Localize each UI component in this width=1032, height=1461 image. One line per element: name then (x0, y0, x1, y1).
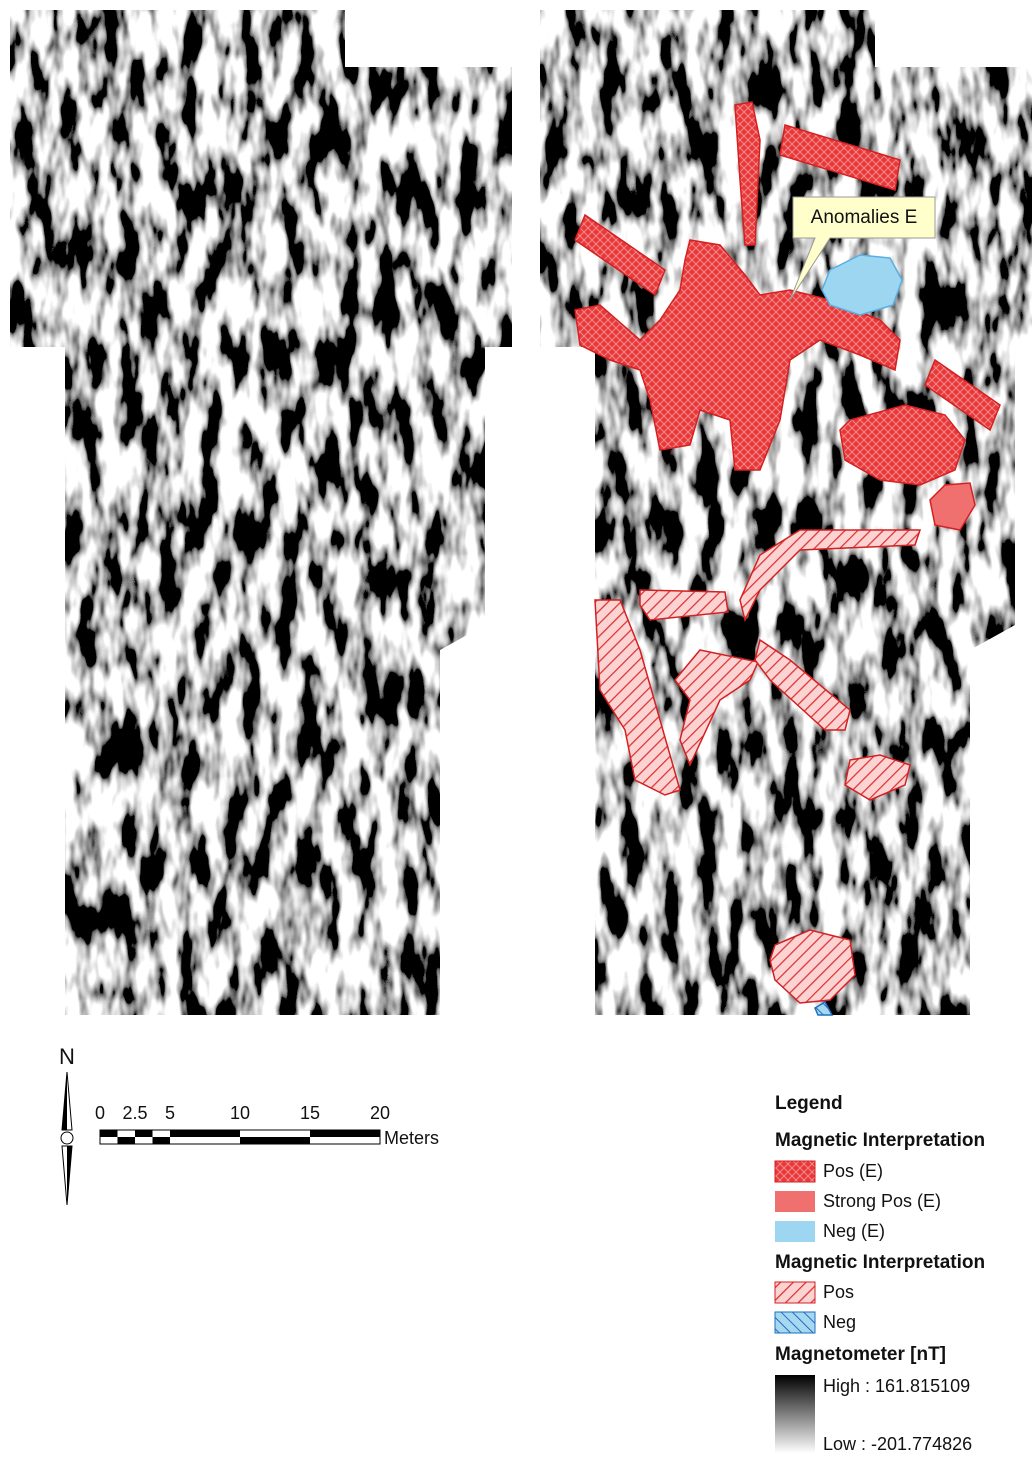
pos-anomaly (844, 754, 911, 801)
scale-segment (117, 1137, 135, 1144)
strong-pos-e-anomaly (929, 482, 976, 531)
north-arrow-shade (62, 1072, 67, 1130)
legend-low: Low : -201.774826 (823, 1434, 972, 1454)
north-arrow: N (59, 1044, 75, 1206)
north-arrow-tail-shade (67, 1146, 72, 1205)
legend-swatch (774, 1311, 816, 1334)
callout-label: Anomalies E (811, 207, 918, 228)
scale-label: 0 (95, 1103, 105, 1123)
pos-anomaly (754, 638, 851, 731)
scale-segment (310, 1130, 380, 1137)
scale-segment (135, 1130, 153, 1137)
scale-segment (152, 1137, 170, 1144)
scale-bar: 0 2.5 5 10 15 20 Meters (95, 1103, 439, 1148)
neg-anomaly (814, 1000, 834, 1016)
magnetometer-raster (10, 10, 512, 1015)
pos-anomaly (674, 649, 760, 767)
pos-e-anomaly (734, 101, 761, 246)
north-label: N (59, 1044, 75, 1069)
pos-e-anomaly (839, 404, 966, 486)
scale-label: 20 (370, 1103, 390, 1123)
pos-anomaly (769, 929, 856, 1004)
legend: Legend Magnetic Interpretation Pos (E) S… (774, 1093, 985, 1454)
interpretation-layer (574, 101, 1001, 1016)
callout-box (789, 196, 936, 301)
legend-swatch (775, 1221, 815, 1242)
legend-item: Neg (823, 1312, 856, 1332)
legend-group-title: Magnetic Interpretation (775, 1130, 985, 1151)
scale-segment (170, 1130, 240, 1137)
legend-raster-title: Magnetometer [nT] (775, 1344, 946, 1365)
legend-swatch (774, 1281, 816, 1304)
legend-item: Neg (E) (823, 1221, 885, 1241)
legend-item: Pos (823, 1282, 854, 1302)
legend-item: Strong Pos (E) (823, 1191, 941, 1211)
scale-label: 10 (230, 1103, 250, 1123)
scale-segment (100, 1130, 118, 1137)
scale-label: 5 (165, 1103, 175, 1123)
scale-segment (240, 1137, 310, 1144)
scale-label: 15 (300, 1103, 320, 1123)
legend-ramp (775, 1375, 815, 1453)
legend-swatch (774, 1160, 816, 1183)
north-arrow-center (60, 1131, 74, 1145)
legend-group-title: Magnetic Interpretation (775, 1252, 985, 1273)
legend-swatch (775, 1191, 815, 1212)
neg-e-anomaly (821, 254, 903, 316)
pos-anomaly (594, 599, 681, 796)
scale-label: 2.5 (122, 1103, 147, 1123)
pos-anomaly (639, 589, 729, 621)
pos-anomaly (739, 529, 922, 623)
pos-e-anomaly (574, 239, 901, 471)
pos-e-anomaly (574, 213, 666, 297)
legend-high: High : 161.815109 (823, 1376, 970, 1396)
legend-item: Pos (E) (823, 1161, 883, 1181)
scale-unit: Meters (384, 1128, 439, 1148)
pos-e-anomaly (924, 358, 1001, 432)
legend-title: Legend (775, 1093, 843, 1114)
pos-e-anomaly (779, 124, 901, 191)
